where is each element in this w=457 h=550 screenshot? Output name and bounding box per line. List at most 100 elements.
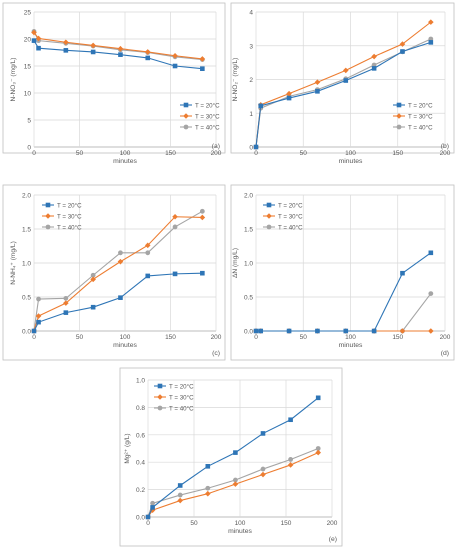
series xyxy=(31,38,205,71)
x-axis-label: minutes xyxy=(339,342,363,349)
y-tick-label: 2.0 xyxy=(22,193,31,200)
legend-label: T = 20°C xyxy=(169,383,194,390)
y-tick-label: 15 xyxy=(24,64,32,71)
panel-label: (c) xyxy=(212,350,220,357)
data-point xyxy=(63,310,69,315)
legend-marker xyxy=(266,224,272,230)
data-point xyxy=(117,258,124,265)
x-tick-label: 50 xyxy=(300,334,308,341)
data-point xyxy=(31,29,37,36)
data-point xyxy=(400,270,405,276)
data-point xyxy=(36,45,41,51)
x-tick-label: 200 xyxy=(211,334,222,341)
data-point xyxy=(36,296,41,302)
y-tick-label: 25 xyxy=(24,10,32,17)
legend-label: T = 40°C xyxy=(195,124,220,131)
legend-marker xyxy=(183,113,189,119)
legend-label: T = 20°C xyxy=(195,102,220,109)
data-point xyxy=(172,213,178,220)
data-point xyxy=(117,45,124,52)
legend-label: T = 30°C xyxy=(278,213,303,220)
y-tick-label: 1.5 xyxy=(22,227,31,234)
legend-marker xyxy=(183,124,189,130)
data-point xyxy=(232,481,239,487)
series xyxy=(145,395,321,520)
y-tick-label: 2.0 xyxy=(244,193,253,200)
legend-marker xyxy=(157,383,163,389)
legend-label: T = 30°C xyxy=(195,113,220,120)
y-tick-label: 1.0 xyxy=(136,378,145,385)
series-line xyxy=(33,272,203,332)
y-tick-label: 0.6 xyxy=(136,432,145,439)
data-point xyxy=(400,49,405,54)
x-tick-label: 100 xyxy=(345,334,356,341)
x-tick-label: 200 xyxy=(440,334,451,341)
data-point xyxy=(315,449,321,456)
data-point xyxy=(205,485,211,491)
data-point xyxy=(145,514,151,520)
legend-marker xyxy=(45,202,51,208)
series-line xyxy=(33,40,203,70)
data-point xyxy=(90,304,96,310)
data-point xyxy=(63,295,69,301)
data-point xyxy=(342,67,349,74)
x-tick-label: 200 xyxy=(327,520,338,527)
chart-panel: 0.0 0.2 0.4 0.6 0.8 1.0 0 50 100 150 200 minutes Mg²… xyxy=(119,367,343,547)
series xyxy=(31,270,205,334)
x-tick-label: 50 xyxy=(300,150,308,157)
legend-marker xyxy=(157,394,163,400)
y-tick-label: 0.5 xyxy=(22,295,31,302)
data-point xyxy=(428,291,434,296)
series xyxy=(31,29,206,62)
series xyxy=(253,250,434,334)
data-point xyxy=(177,492,183,498)
panel-frame xyxy=(2,2,226,154)
x-axis-label: minutes xyxy=(339,158,363,165)
x-axis-label: minutes xyxy=(113,158,137,165)
data-point xyxy=(428,40,434,45)
y-tick-label: 1.0 xyxy=(22,261,31,268)
data-point xyxy=(288,457,293,462)
legend-marker xyxy=(396,124,402,130)
data-point xyxy=(36,319,41,325)
legend-marker xyxy=(266,213,272,219)
y-axis-label: N-NO₂⁻ (mg/L) xyxy=(232,58,239,102)
x-tick-label: 0 xyxy=(32,334,36,341)
data-point xyxy=(31,328,37,334)
data-point xyxy=(172,271,178,277)
y-tick-label: 0.0 xyxy=(22,329,31,336)
series-line xyxy=(255,41,431,148)
x-tick-label: 50 xyxy=(76,150,84,157)
legend-entry: T = 20°C xyxy=(42,202,82,209)
data-point xyxy=(286,90,292,97)
data-point xyxy=(35,313,42,319)
x-tick-label: 0 xyxy=(32,150,36,157)
data-point xyxy=(199,208,205,214)
x-axis-label: minutes xyxy=(113,342,137,349)
data-point xyxy=(233,450,238,455)
x-tick-label: 150 xyxy=(392,334,403,341)
legend-marker xyxy=(183,102,189,108)
data-point xyxy=(205,490,211,497)
series-line xyxy=(147,452,319,518)
chart-panel: 0.0 0.5 1.0 1.5 2.0 0 50 100 150 200 minutes ΔN (mg… xyxy=(230,184,455,361)
y-tick-label: 0.8 xyxy=(136,405,145,412)
x-tick-label: 0 xyxy=(254,334,258,341)
legend-label: T = 40°C xyxy=(169,405,194,412)
y-tick-label: 0 xyxy=(249,145,253,152)
series-line xyxy=(255,21,432,148)
panel-label: (b) xyxy=(441,143,449,150)
data-point xyxy=(428,250,434,256)
y-tick-label: 0.4 xyxy=(136,460,145,467)
data-point xyxy=(399,328,406,334)
y-tick-label: 0.0 xyxy=(244,329,253,336)
data-point xyxy=(371,66,377,71)
x-tick-label: 100 xyxy=(120,150,131,157)
data-point xyxy=(177,497,183,504)
y-tick-label: 1.0 xyxy=(244,261,253,268)
data-point xyxy=(90,49,96,55)
data-point xyxy=(90,272,96,278)
data-point xyxy=(260,431,266,436)
y-axis-label: N-NH₄⁺ (mg/L) xyxy=(10,241,17,285)
